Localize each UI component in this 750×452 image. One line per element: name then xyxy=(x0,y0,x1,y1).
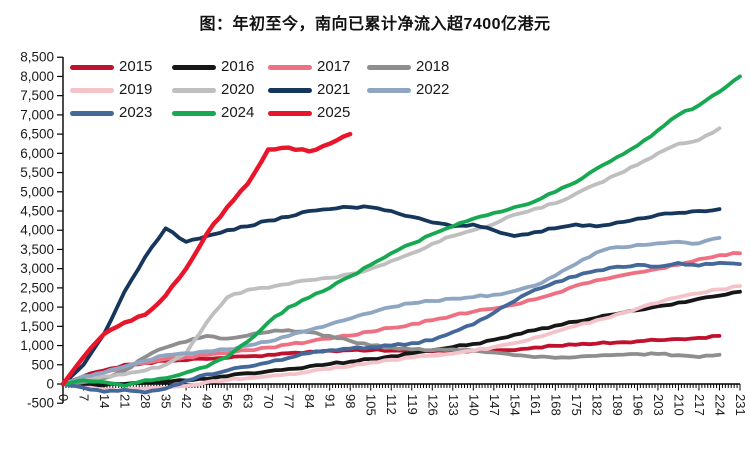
legend-label: 2016 xyxy=(221,58,255,75)
series-line-2022 xyxy=(61,235,722,386)
legend-swatch-2024 xyxy=(172,110,216,116)
legend-swatch-2017 xyxy=(268,64,312,70)
x-tick-label: 0 xyxy=(56,394,71,401)
legend-label: 2015 xyxy=(119,58,153,75)
x-axis: 0 7 14 21 28 35 42 49 56 63 70 77 84 91 98 105 112 119 126… xyxy=(56,383,748,416)
x-tick-label: 42 xyxy=(179,394,194,408)
y-tick-label: 6,000 xyxy=(20,146,54,161)
y-tick-label: 8,000 xyxy=(20,69,54,84)
x-tick-label: 56 xyxy=(220,394,235,408)
y-tick-label: 8,500 xyxy=(20,50,54,65)
series-line-2021 xyxy=(61,204,722,386)
x-tick-label: 112 xyxy=(384,394,399,415)
legend-item-2018: 2018 xyxy=(367,59,449,75)
y-axis: 8,500 8,000 7,500 7,000 6,500 6,000 5,500 5,000… xyxy=(20,50,64,411)
y-tick-label: 500 xyxy=(31,357,54,372)
x-tick-label: 77 xyxy=(282,394,297,408)
y-tick-label: 1,000 xyxy=(20,338,54,353)
legend-item-2025: 2025 xyxy=(268,105,350,121)
series-line-2019 xyxy=(61,284,742,393)
legend-label: 2024 xyxy=(221,104,255,121)
x-tick-label: 196 xyxy=(630,394,645,416)
legend-swatch-2023 xyxy=(70,110,114,116)
legend-item-2019: 2019 xyxy=(70,82,152,98)
x-tick-label: 140 xyxy=(466,394,481,416)
x-tick-label: 105 xyxy=(364,394,379,416)
y-tick-label: -500 xyxy=(27,396,54,411)
x-tick-label: 126 xyxy=(425,394,440,416)
legend-label: 2023 xyxy=(119,104,153,121)
x-tick-label: 49 xyxy=(200,394,215,408)
legend-swatch-2018 xyxy=(367,64,411,70)
x-tick-label: 161 xyxy=(528,394,543,416)
y-tick-label: 2,500 xyxy=(20,280,54,295)
x-tick-label: 21 xyxy=(118,394,133,408)
legend-label: 2019 xyxy=(119,81,153,98)
series-line-2018 xyxy=(61,328,722,386)
x-tick-label: 189 xyxy=(610,394,625,416)
legend-item-2023: 2023 xyxy=(70,105,152,121)
x-tick-label: 63 xyxy=(241,394,256,408)
x-tick-label: 35 xyxy=(159,394,174,408)
legend-label: 2017 xyxy=(317,58,351,75)
legend-label: 2022 xyxy=(416,81,450,98)
x-tick-label: 210 xyxy=(671,394,686,416)
y-tick-label: 7,500 xyxy=(20,88,54,103)
legend-label: 2021 xyxy=(317,81,351,98)
chart-title: 图：年初至今，南向已累计净流入超7400亿港元 xyxy=(199,16,551,33)
legend-swatch-2016 xyxy=(172,64,216,70)
y-tick-label: 5,000 xyxy=(20,184,54,199)
x-tick-label: 7 xyxy=(77,394,92,401)
legend-swatch-2021 xyxy=(268,87,312,93)
x-tick-label: 98 xyxy=(343,394,358,408)
legend-item-2021: 2021 xyxy=(268,82,350,98)
x-tick-label: 203 xyxy=(651,394,666,416)
x-tick-label: 224 xyxy=(712,394,727,416)
x-tick-label: 147 xyxy=(487,394,502,416)
legend-swatch-2015 xyxy=(70,64,114,70)
y-tick-label: 4,000 xyxy=(20,223,54,238)
legend-item-2022: 2022 xyxy=(367,82,449,98)
y-tick-label: 3,000 xyxy=(20,261,54,276)
legend-item-2020: 2020 xyxy=(172,82,254,98)
y-tick-label: 6,500 xyxy=(20,127,54,142)
x-tick-label: 84 xyxy=(302,394,317,408)
y-tick-label: 2,000 xyxy=(20,300,54,315)
legend-label: 2018 xyxy=(416,58,450,75)
x-tick-label: 133 xyxy=(446,394,461,416)
series-line-2025 xyxy=(60,131,353,387)
x-tick-label: 119 xyxy=(405,394,420,415)
legend-label: 2025 xyxy=(317,104,351,121)
y-tick-label: 4,500 xyxy=(20,204,54,219)
legend-item-2024: 2024 xyxy=(172,105,254,121)
x-tick-label: 168 xyxy=(548,394,563,416)
legend-swatch-2025 xyxy=(268,110,312,116)
legend-swatch-2019 xyxy=(70,87,114,93)
legend-swatch-2020 xyxy=(172,87,216,93)
x-tick-label: 154 xyxy=(507,394,522,416)
x-tick-label: 91 xyxy=(323,394,338,408)
y-tick-label: 3,500 xyxy=(20,242,54,257)
x-tick-label: 28 xyxy=(138,394,153,408)
y-tick-label: 1,500 xyxy=(20,319,54,334)
x-tick-label: 175 xyxy=(569,394,584,416)
legend-item-2016: 2016 xyxy=(172,59,254,75)
series-line-2020 xyxy=(61,126,722,386)
y-tick-label: 5,500 xyxy=(20,165,54,180)
x-tick-label: 14 xyxy=(97,394,112,408)
series-line-2023 xyxy=(61,260,742,395)
y-tick-label: 0 xyxy=(46,377,54,392)
x-tick-label: 231 xyxy=(733,394,748,416)
legend-swatch-2022 xyxy=(367,87,411,93)
series-line-2024 xyxy=(61,74,742,388)
x-tick-label: 217 xyxy=(692,394,707,416)
legend-label: 2020 xyxy=(221,81,255,98)
x-tick-label: 182 xyxy=(589,394,604,416)
x-tick-label: 70 xyxy=(261,394,276,408)
legend-item-2017: 2017 xyxy=(268,59,350,75)
legend-item-2015: 2015 xyxy=(70,59,152,75)
y-tick-label: 7,000 xyxy=(20,107,54,122)
